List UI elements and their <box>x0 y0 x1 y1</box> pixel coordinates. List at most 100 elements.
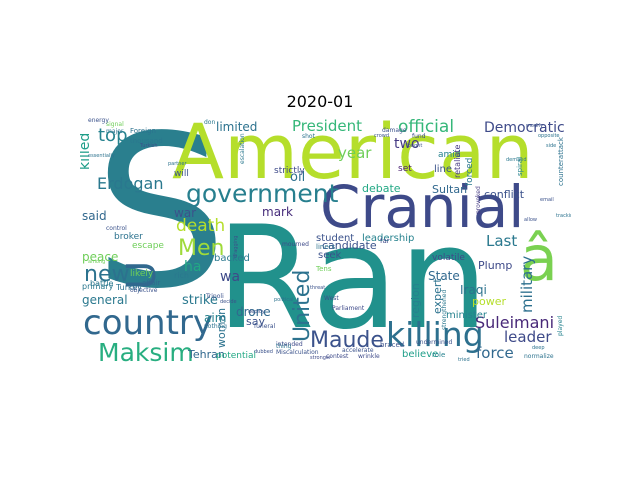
word: backed <box>214 253 250 264</box>
word: President <box>292 118 362 135</box>
word: stronger <box>310 355 332 361</box>
word: line <box>434 164 453 175</box>
word: Maude <box>310 328 384 353</box>
word: will <box>174 169 189 179</box>
word: partner <box>168 161 187 167</box>
word: shot <box>302 133 315 140</box>
word: military <box>518 255 536 313</box>
word: power <box>472 295 506 308</box>
word: American <box>172 118 534 196</box>
word: played <box>557 315 564 336</box>
word: Sultan <box>432 183 468 196</box>
word-cloud: S Ran American Cranial country killing g… <box>80 118 571 364</box>
word: Tripoli <box>206 293 224 300</box>
word: far <box>380 237 390 245</box>
word: S <box>94 118 228 335</box>
word: Erdogan <box>97 174 164 193</box>
word: force <box>476 344 514 362</box>
word: thousand <box>130 137 163 145</box>
word: general <box>82 293 128 307</box>
word: energy <box>88 118 109 124</box>
word: strengthened <box>441 289 448 330</box>
word: major <box>106 128 124 135</box>
word: West <box>324 295 339 302</box>
word: forced <box>465 157 475 186</box>
word: control <box>106 225 127 232</box>
word: retaliate <box>453 144 462 178</box>
word: government <box>186 179 339 208</box>
word: official <box>398 118 455 137</box>
word: primary <box>82 282 114 291</box>
word: say <box>246 315 265 328</box>
word: leader <box>504 328 552 346</box>
word: counterattack <box>557 137 565 186</box>
word: year <box>338 144 372 162</box>
word: believe <box>402 349 439 360</box>
word: provoked <box>475 186 482 214</box>
word: Parliament <box>332 305 365 312</box>
word: Tehran <box>188 348 225 361</box>
word: Turkish <box>140 143 158 149</box>
word: undermined <box>416 339 453 346</box>
word: nothing <box>204 323 227 330</box>
chart-title: 2020-01 <box>286 92 354 111</box>
word: thing <box>276 343 292 350</box>
word: battle <box>90 279 114 288</box>
word: email <box>540 197 554 203</box>
word: seek <box>318 250 342 261</box>
word: top <box>98 125 128 146</box>
word: escalation <box>239 133 246 164</box>
word: United <box>290 269 315 342</box>
word: peace <box>82 250 119 264</box>
word: threat <box>310 285 326 291</box>
word: leadership <box>362 233 415 244</box>
word: rich <box>174 271 189 280</box>
word: candidate <box>322 239 377 252</box>
word: ha <box>184 259 202 275</box>
word: don <box>204 119 216 126</box>
word: modify <box>526 123 544 129</box>
word: war <box>174 206 197 220</box>
word: liners <box>316 243 336 251</box>
word: Tens <box>316 265 332 273</box>
word: escape <box>132 241 164 251</box>
word: Men <box>178 236 225 261</box>
word: Suleimani <box>475 313 555 332</box>
word: Ran <box>216 196 489 361</box>
word: Foreign <box>130 127 156 135</box>
word: said <box>82 209 107 223</box>
word: mourned <box>282 241 309 248</box>
word: intended <box>276 341 303 348</box>
word: wrinkle <box>358 353 380 360</box>
word: Miscalculation <box>276 349 319 356</box>
word: side <box>546 143 557 149</box>
word: normalize <box>524 353 554 360</box>
word: debate <box>362 182 401 195</box>
word: amid <box>438 150 461 160</box>
word: political <box>274 297 294 303</box>
word: potential <box>216 351 257 361</box>
word: decide <box>220 299 237 305</box>
word: killing <box>386 315 484 354</box>
word: damage <box>382 127 407 134</box>
word: limited <box>216 120 258 134</box>
word: affair <box>142 279 161 287</box>
word: death <box>176 216 226 236</box>
word: conflict <box>484 188 525 201</box>
word: new <box>84 262 130 287</box>
word: allow <box>524 217 537 223</box>
word: country <box>83 303 214 343</box>
word: deep <box>532 345 545 351</box>
word: minister <box>446 310 488 321</box>
word: signal <box>106 121 124 128</box>
word: accelerate <box>342 347 374 354</box>
word: strictly <box>274 166 305 176</box>
word: volatile <box>432 253 465 263</box>
word: among <box>88 259 106 265</box>
word: likely <box>130 269 154 279</box>
word: role <box>432 351 446 359</box>
word: funeral <box>254 323 276 330</box>
word: mark <box>262 205 293 219</box>
word: two <box>394 136 420 152</box>
word: deploy <box>248 309 265 315</box>
